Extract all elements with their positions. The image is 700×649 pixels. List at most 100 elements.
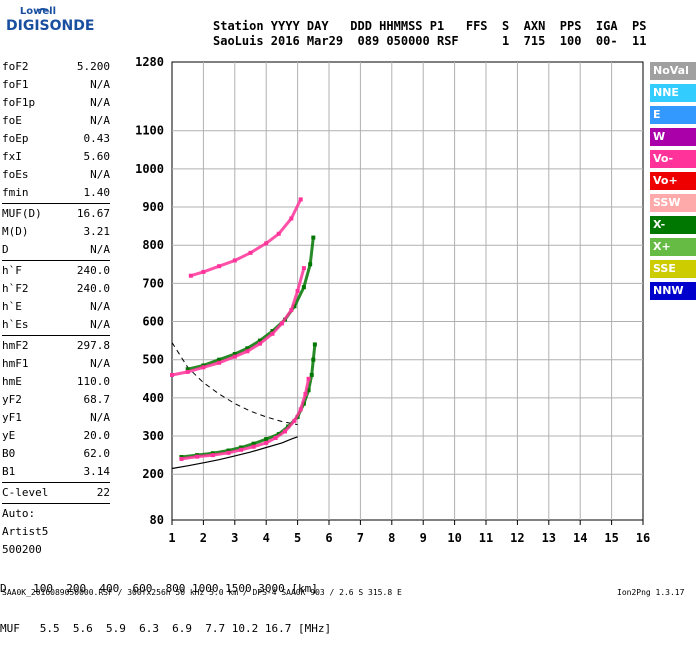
echo-point (232, 351, 237, 356)
param-value: 3.21 (83, 225, 111, 238)
echo-point (276, 231, 281, 236)
param-key: h`E (2, 300, 22, 313)
param-key: h`Es (2, 318, 29, 331)
legend-entry: Vo- (650, 150, 696, 168)
y-tick-label: 80 (150, 513, 164, 527)
echo-point (301, 266, 306, 271)
distance-row: D 100 200 400 600 800 1000 1500 3000 [km… (0, 582, 318, 595)
echo-point (298, 197, 303, 202)
param-row: h`F 240.0 (2, 262, 110, 280)
echo-point (289, 308, 294, 313)
param-key: fmin (2, 186, 29, 199)
param-key: hmF2 (2, 339, 29, 352)
param-row: fmin 1.40 (2, 184, 110, 202)
y-tick-label: 600 (142, 315, 164, 329)
param-key: yF2 (2, 393, 22, 406)
param-key: fxI (2, 150, 22, 163)
electron-density-profile-curve (171, 436, 298, 470)
param-row: MUF(D) 16.67 (2, 205, 110, 223)
param-key: foF2 (2, 60, 29, 73)
y-tick-label: 1000 (135, 162, 164, 176)
x-tick-label: 1 (168, 531, 175, 545)
echo-point (273, 435, 278, 440)
logo-text-digisonde: DIGISONDE (6, 18, 95, 34)
echo-point (217, 264, 222, 269)
param-key: 500200 (2, 543, 42, 556)
echo-point (308, 262, 313, 267)
echo-point (201, 365, 206, 370)
echo-point (306, 388, 311, 393)
x-tick-label: 16 (636, 531, 650, 545)
y-tick-label: 900 (142, 200, 164, 214)
echo-point (306, 376, 311, 381)
param-key: B1 (2, 465, 16, 478)
param-value: 0.43 (83, 132, 111, 145)
echo-point (264, 241, 269, 246)
x-tick-label: 12 (510, 531, 524, 545)
echo-point (301, 285, 306, 290)
legend-entry: NoVal (650, 62, 696, 80)
echo-point (270, 331, 275, 336)
echo-point (245, 346, 250, 351)
param-value: N/A (90, 114, 110, 127)
param-value: N/A (90, 411, 110, 424)
param-row: M(D) 3.21 (2, 223, 110, 241)
param-key: hmE (2, 375, 22, 388)
echo-point (195, 454, 200, 459)
param-row: D N/A (2, 241, 110, 259)
x-tick-label: 14 (573, 531, 587, 545)
y-tick-label: 800 (142, 238, 164, 252)
y-tick-label: 1100 (135, 124, 164, 138)
param-value: 16.67 (76, 207, 110, 220)
echo-point (292, 418, 297, 423)
ionogram-parameters-panel: foF2 5.200 foF1 N/A foF1p N/A foE N/A foEp 0.43 fx… (2, 58, 110, 559)
param-value: N/A (90, 243, 110, 256)
param-key: h`F2 (2, 282, 29, 295)
param-value: 20.0 (83, 429, 111, 442)
param-value: 297.8 (76, 339, 110, 352)
param-row: foEs N/A (2, 166, 110, 184)
param-value: 62.0 (83, 447, 111, 460)
x-tick-label: 11 (479, 531, 493, 545)
echo-point (245, 349, 250, 354)
param-key: hmF1 (2, 357, 29, 370)
echo-point (270, 329, 275, 334)
param-separator (2, 203, 110, 204)
logo-text-lowell: Lowell (19, 6, 56, 17)
param-row: h`Es N/A (2, 316, 110, 334)
param-value: 240.0 (76, 282, 110, 295)
muf-distance-table: D 100 200 400 600 800 1000 1500 3000 [km… (0, 556, 331, 649)
param-key: foF1 (2, 78, 29, 91)
echo-point (303, 392, 308, 397)
legend-entry: SSE (650, 260, 696, 278)
echo-point (311, 357, 316, 362)
version-footer: Ion2Png 1.3.17 (617, 588, 685, 597)
echo-point (210, 453, 215, 458)
y-tick-label: 400 (142, 391, 164, 405)
param-key: foE (2, 114, 22, 127)
echo-point (264, 437, 269, 442)
echo-point (311, 235, 316, 240)
legend-entry: E (650, 106, 696, 124)
echo-point (312, 342, 317, 347)
echo-point (226, 448, 231, 453)
param-row: yF1 N/A (2, 409, 110, 427)
param-separator (2, 482, 110, 483)
ionogram-chart: 1 2 3 4 5 6 7 8 9 10 11 12 13 14 15 1680200300400500600… (135, 55, 650, 545)
param-separator (2, 335, 110, 336)
echo-point (232, 258, 237, 263)
param-row: foE N/A (2, 112, 110, 130)
y-tick-label: 700 (142, 276, 164, 290)
echo-point (179, 456, 184, 461)
echo-point (283, 429, 288, 434)
param-row: foEp 0.43 (2, 130, 110, 148)
param-value: 68.7 (83, 393, 111, 406)
param-row: B0 62.0 (2, 445, 110, 463)
digisonde-logo: Lowell DIGISONDE (6, 6, 126, 42)
param-key: MUF(D) (2, 207, 42, 220)
param-row: hmE 110.0 (2, 373, 110, 391)
station-header-values: SaoLuis 2016 Mar29 089 050000 RSF 1 715 … (213, 34, 647, 48)
param-key: M(D) (2, 225, 29, 238)
echo-point (185, 369, 190, 374)
param-row: h`E N/A (2, 298, 110, 316)
